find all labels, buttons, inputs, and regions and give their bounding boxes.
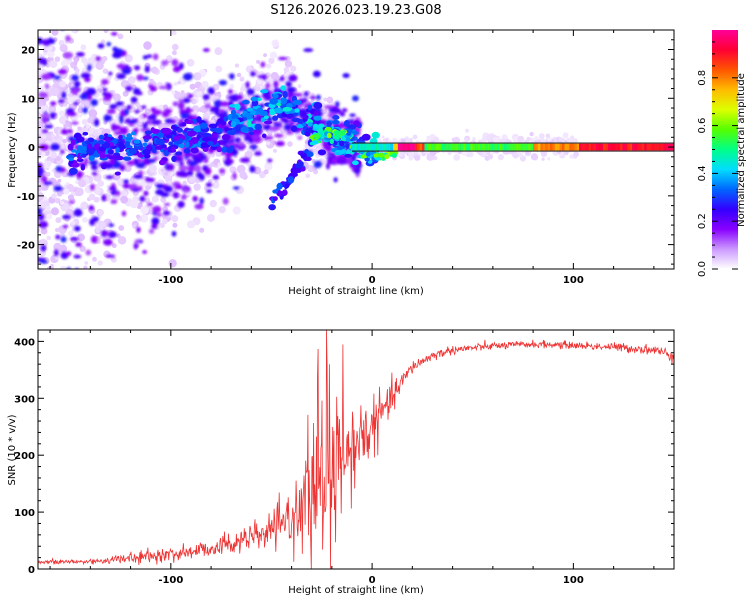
x-tick-label: 0 (369, 575, 376, 586)
spectrogram-frame (37, 29, 675, 270)
colorbar-tick-label: 0.4 (697, 165, 708, 181)
colorbar-ticks: 0.0 0.2 0.4 0.6 0.8 (697, 41, 738, 277)
y-tick-label: 200 (14, 451, 35, 462)
x-tick-label: 100 (563, 575, 584, 586)
x-tick-label: -100 (158, 575, 183, 586)
spectrogram-x-ticks: -100 0 100 (49, 30, 655, 286)
spectrogram-heatmap (38, 30, 674, 269)
colorbar-tick-label: 0.6 (697, 118, 708, 134)
spectrogram-y-label: Frequency (Hz) (7, 112, 18, 188)
y-tick-label: 400 (14, 337, 35, 348)
snr-y-ticks: 0 100 200 300 400 (14, 329, 674, 576)
spectrogram-x-label: Height of straight line (km) (288, 286, 424, 297)
y-tick-label: 300 (14, 394, 35, 405)
colorbar-tick-label: 0.8 (697, 70, 708, 86)
snr-panel: -100 0 100 0 100 200 300 400 Height of straigh… (7, 329, 675, 596)
y-tick-label: 10 (21, 94, 35, 105)
y-tick-label: 0 (28, 565, 35, 576)
snr-x-ticks: -100 0 100 (49, 330, 655, 586)
x-tick-label: 0 (369, 275, 376, 286)
spectrogram-y-ticks: -20 -10 0 10 20 (17, 29, 674, 265)
y-tick-label: 20 (21, 46, 35, 57)
colorbar-gradient (712, 30, 738, 269)
snr-series-line (38, 330, 674, 569)
snr-x-label: Height of straight line (km) (288, 585, 424, 596)
y-tick-label: -10 (17, 192, 35, 203)
x-tick-label: 100 (563, 275, 584, 286)
chart-title: S126.2026.023.19.23.G08 (270, 3, 441, 18)
snr-y-label: SNR (10 * v/v) (7, 414, 18, 485)
colorbar-tick-label: 0.0 (697, 261, 708, 277)
y-tick-label: 100 (14, 508, 35, 519)
y-tick-label: 0 (28, 143, 35, 154)
x-tick-label: -100 (158, 275, 183, 286)
colorbar: 0.0 0.2 0.4 0.6 0.8 Normalized spectral ampl… (697, 30, 747, 277)
colorbar-tick-label: 0.2 (697, 213, 708, 229)
snr-frame (37, 329, 675, 570)
colorbar-label: Normalized spectral amplitude (736, 73, 747, 227)
y-tick-label: -20 (17, 241, 35, 252)
